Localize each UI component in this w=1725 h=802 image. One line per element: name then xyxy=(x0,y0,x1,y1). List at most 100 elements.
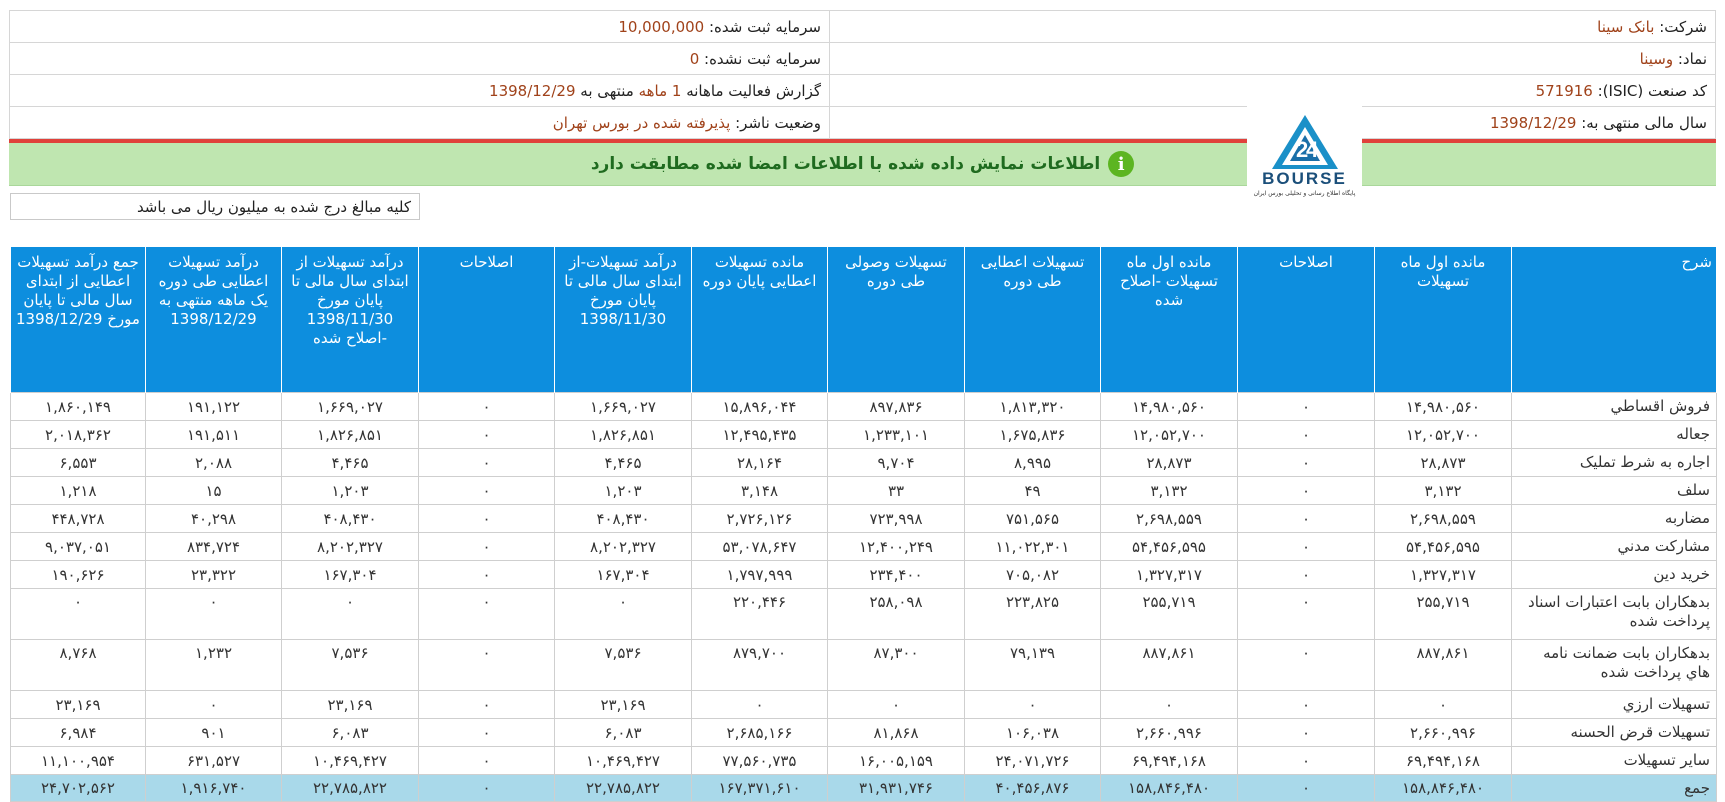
report-months: 1 ماهه xyxy=(638,81,682,100)
table-cell: ۱,۳۲۷,۳۱۷ xyxy=(1100,560,1238,589)
report-label: گزارش فعالیت ماهانه xyxy=(686,81,821,100)
table-cell: ۱,۲۳۲ xyxy=(145,639,282,691)
bourse-logo[interactable]: 2 4 BOURSE پایگاه اطلاع رسانی و تحلیلی ب… xyxy=(1247,95,1362,205)
table-cell: ۴۰,۴۵۶,۸۷۶ xyxy=(964,774,1101,802)
col-header: مانده اول ماه تسهیلات xyxy=(1374,247,1512,393)
table-row: اجاره به شرط تمليک ۲۸,۸۷۳ ۰ ۲۸,۸۷۳ ۸,۹۹۵ ۹,۷۰… xyxy=(10,448,1717,477)
table-cell: ۰ xyxy=(418,746,555,775)
report-cell: گزارش فعالیت ماهانه 1 ماهه منتهی به 1398… xyxy=(9,74,830,107)
table-cell: ۱۵۸,۸۴۶,۴۸۰ xyxy=(1374,774,1512,802)
table-cell: ۸۸۷,۸۶۱ xyxy=(1374,639,1512,691)
table-cell: ۵۴,۴۵۶,۵۹۵ xyxy=(1100,532,1238,561)
table-cell: ۱۲,۴۰۰,۲۴۹ xyxy=(827,532,965,561)
publisher-status-cell: وضعیت ناشر: پذیرفته شده در بورس تهران xyxy=(9,106,830,139)
table-cell: ۰ xyxy=(1237,420,1375,449)
company-label: شرکت: xyxy=(1659,17,1707,36)
table-cell: ۲۳,۱۶۹ xyxy=(554,690,692,719)
table-cell: ۸,۹۹۵ xyxy=(964,448,1101,477)
table-cell: ۱,۸۶۰,۱۴۹ xyxy=(10,392,146,421)
row-label: مضاربه xyxy=(1511,504,1717,533)
table-row: خريد دين ۱,۳۲۷,۳۱۷ ۰ ۱,۳۲۷,۳۱۷ ۷۰۵,۰۸۲ ۲۳۴,۴۰… xyxy=(10,560,1717,589)
registered-capital-label: سرمایه ثبت شده: xyxy=(709,17,821,36)
table-cell: ۳۱,۹۳۱,۷۴۶ xyxy=(827,774,965,802)
unit-note: کلیه مبالغ درج شده به میلیون ریال می باش… xyxy=(10,193,420,220)
svg-text:4: 4 xyxy=(1306,137,1319,162)
table-cell: ۱۱,۰۲۲,۳۰۱ xyxy=(964,532,1101,561)
table-cell: ۹,۷۰۴ xyxy=(827,448,965,477)
table-cell: ۳,۱۴۸ xyxy=(691,476,828,505)
table-cell: ۹۰۱ xyxy=(145,718,282,747)
col-header: اصلاحات xyxy=(1237,247,1375,393)
table-cell: ۲۲۳,۸۲۵ xyxy=(964,588,1101,640)
table-cell: ۸۳۴,۷۲۴ xyxy=(145,532,282,561)
table-cell: ۸۸۷,۸۶۱ xyxy=(1100,639,1238,691)
table-cell: ۴,۴۶۵ xyxy=(554,448,692,477)
table-cell: ۱,۶۶۹,۰۲۷ xyxy=(281,392,419,421)
table-row: ساير تسهيلات ۶۹,۴۹۴,۱۶۸ ۰ ۶۹,۴۹۴,۱۶۸ ۲۴,۰۷۱,… xyxy=(10,746,1717,775)
table-row: فروش اقساطي ۱۴,۹۸۰,۵۶۰ ۰ ۱۴,۹۸۰,۵۶۰ ۱,۸۱۳,۳۲… xyxy=(10,392,1717,421)
col-header: شرح xyxy=(1511,247,1717,393)
table-cell: ۰ xyxy=(418,718,555,747)
table-cell: ۰ xyxy=(1237,588,1375,640)
table-cell: ۱,۲۳۳,۱۰۱ xyxy=(827,420,965,449)
table-cell: ۱۱,۱۰۰,۹۵۴ xyxy=(10,746,146,775)
table-cell: ۱۵۸,۸۴۶,۴۸۰ xyxy=(1100,774,1238,802)
table-row: بدهکاران بابت اعتبارات اسناد پرداخت شده ۲… xyxy=(10,588,1717,640)
table-cell: ۱۹۱,۱۲۲ xyxy=(145,392,282,421)
table-cell: ۰ xyxy=(1237,690,1375,719)
publisher-status-label: وضعیت ناشر: xyxy=(735,113,821,132)
publisher-status-value: پذیرفته شده در بورس تهران xyxy=(552,113,731,132)
table-cell: ۰ xyxy=(418,532,555,561)
table-cell: ۲,۶۶۰,۹۹۶ xyxy=(1100,718,1238,747)
table-cell: ۱,۸۱۳,۳۲۰ xyxy=(964,392,1101,421)
symbol-value[interactable]: وسینا xyxy=(1639,49,1674,68)
table-cell: ۱۹۱,۵۱۱ xyxy=(145,420,282,449)
table-cell: ۰ xyxy=(1237,448,1375,477)
table-cell: ۳,۱۳۲ xyxy=(1374,476,1512,505)
table-cell: ۵۴,۴۵۶,۵۹۵ xyxy=(1374,532,1512,561)
table-cell: ۰ xyxy=(1237,639,1375,691)
table-cell: ۸,۲۰۲,۳۲۷ xyxy=(554,532,692,561)
table-cell: ۱۰۶,۰۳۸ xyxy=(964,718,1101,747)
table-cell: ۰ xyxy=(145,690,282,719)
table-row: تسهيلات ارزي ۰ ۰ ۰ ۰ ۰ ۰ ۲۳,۱۶۹ ۰ ۲۳,۱۶۹ ۰ ۲۳,۱۶۹ xyxy=(10,690,1717,719)
table-cell: ۰ xyxy=(1237,746,1375,775)
table-total-row: جمع ۱۵۸,۸۴۶,۴۸۰ ۰ ۱۵۸,۸۴۶,۴۸۰ ۴۰,۴۵۶,۸۷۶ ۳۱,۹… xyxy=(10,774,1717,802)
row-label: تسهيلات ارزي xyxy=(1511,690,1717,719)
table-cell: ۱,۲۰۳ xyxy=(281,476,419,505)
table-cell: ۷۹,۱۳۹ xyxy=(964,639,1101,691)
col-header: درآمد تسهیلات اعطایی طی دوره یک ماهه منت… xyxy=(145,247,282,393)
table-cell: ۶,۰۸۳ xyxy=(554,718,692,747)
logo-triangle-icon: 2 4 xyxy=(1271,115,1338,169)
table-cell: ۷۰۵,۰۸۲ xyxy=(964,560,1101,589)
table-cell: ۸,۷۶۸ xyxy=(10,639,146,691)
isic-label: کد صنعت (ISIC): xyxy=(1597,81,1707,100)
table-cell: ۱۶۷,۳۷۱,۶۱۰ xyxy=(691,774,828,802)
table-cell: ۲۴,۰۷۱,۷۲۶ xyxy=(964,746,1101,775)
row-label: فروش اقساطي xyxy=(1511,392,1717,421)
notice-text: اطلاعات نمایش داده شده با اطلاعات امضا ش… xyxy=(590,154,1101,174)
table-cell: ۱۰,۴۶۹,۴۲۷ xyxy=(554,746,692,775)
table-cell: ۸۱,۸۶۸ xyxy=(827,718,965,747)
table-cell: ۰ xyxy=(418,560,555,589)
table-cell: ۱۵ xyxy=(145,476,282,505)
table-cell: ۰ xyxy=(418,588,555,640)
unregistered-capital-label: سرمایه ثبت نشده: xyxy=(704,49,821,68)
table-cell: ۳۳ xyxy=(827,476,965,505)
table-cell: ۱,۳۲۷,۳۱۷ xyxy=(1374,560,1512,589)
col-header: جمع درآمد تسهیلات اعطایی از ابتدای سال م… xyxy=(10,247,146,393)
table-cell: ۲۴,۷۰۲,۵۶۲ xyxy=(10,774,146,802)
company-value[interactable]: بانک سینا xyxy=(1597,17,1655,36)
table-cell: ۶۳۱,۵۲۷ xyxy=(145,746,282,775)
table-row: سلف ۳,۱۳۲ ۰ ۳,۱۳۲ ۴۹ ۳۳ ۳,۱۴۸ ۱,۲۰۳ ۰ ۱,۲۰۳ ۱۵ ۱,۲۱… xyxy=(10,476,1717,505)
table-cell: ۲۲۰,۴۴۶ xyxy=(691,588,828,640)
col-header: تسهیلات وصولی طی دوره xyxy=(827,247,965,393)
table-row: بدهکاران بابت ضمانت نامه هاي پرداخت شده ۸… xyxy=(10,639,1717,691)
table-cell: ۲,۰۸۸ xyxy=(145,448,282,477)
table-cell: ۴۴۸,۷۲۸ xyxy=(10,504,146,533)
table-cell: ۰ xyxy=(418,774,555,802)
table-cell: ۰ xyxy=(418,448,555,477)
table-cell: ۶,۰۸۳ xyxy=(281,718,419,747)
row-label: اجاره به شرط تمليک xyxy=(1511,448,1717,477)
